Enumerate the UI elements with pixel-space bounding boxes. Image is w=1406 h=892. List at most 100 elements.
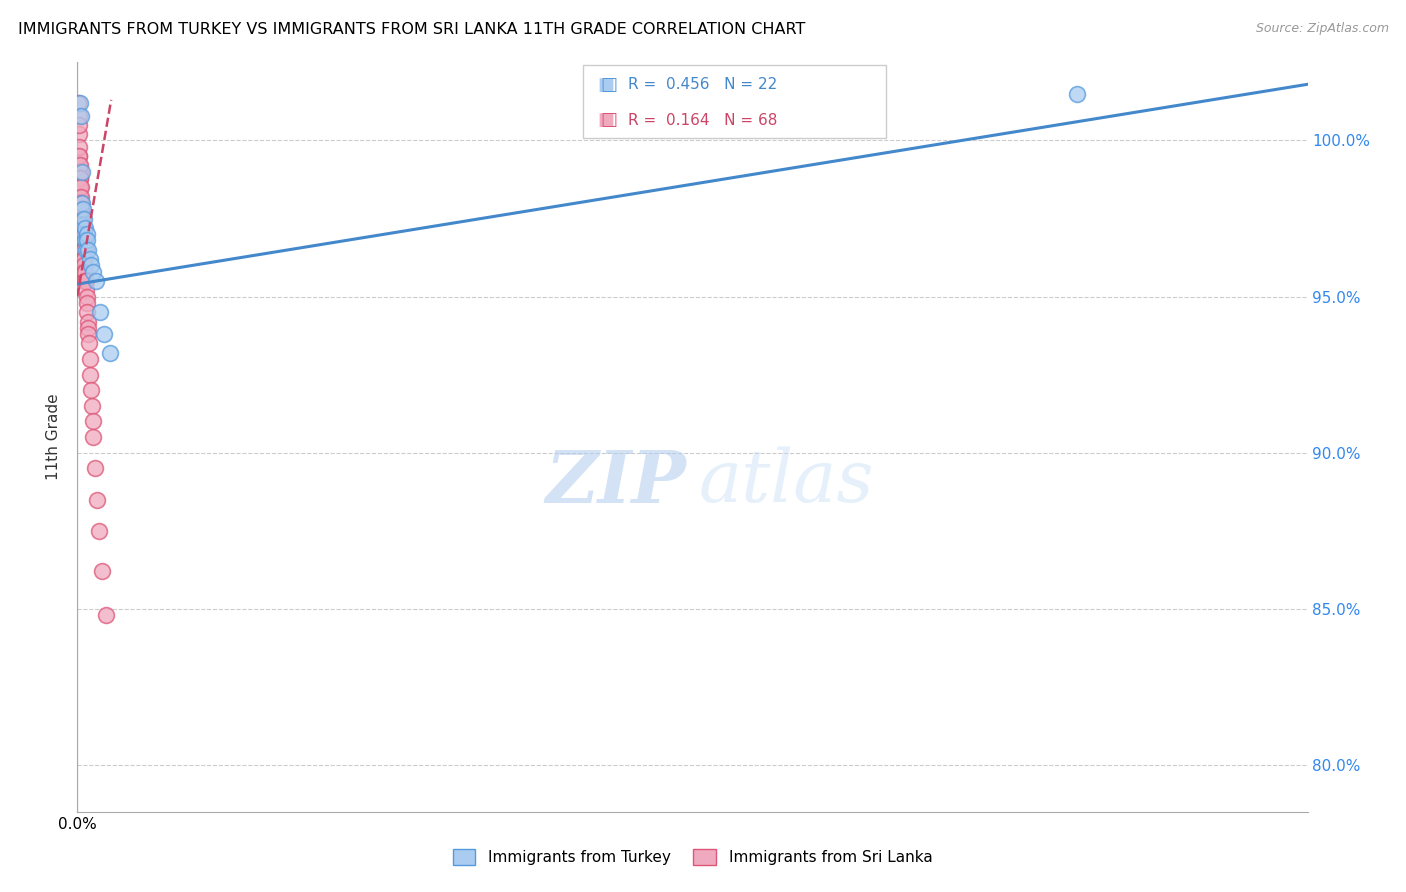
Point [67, 139, 90, 153]
Point [69, 149, 91, 163]
Text: □: □ [600, 112, 617, 129]
Point [77, 326, 100, 341]
Text: ZIP: ZIP [546, 447, 686, 517]
Point [73, 274, 96, 288]
Point [70, 211, 93, 226]
Point [73, 252, 96, 266]
Point [72, 227, 94, 241]
Text: □: □ [600, 76, 617, 94]
Point [73, 243, 96, 257]
Point [72, 233, 94, 247]
Point [70, 211, 93, 226]
Point [72, 218, 94, 232]
Point [70, 108, 93, 122]
Point [73, 264, 96, 278]
Text: ■: ■ [598, 76, 614, 94]
Point [67, 95, 90, 110]
Point [80, 383, 103, 397]
Point [67, 118, 90, 132]
Point [70, 211, 93, 226]
Point [73, 274, 96, 288]
Point [69, 195, 91, 210]
Point [67, 127, 90, 141]
Point [72, 227, 94, 241]
Point [84, 461, 107, 475]
Legend: Immigrants from Turkey, Immigrants from Sri Lanka: Immigrants from Turkey, Immigrants from … [447, 843, 938, 871]
Point [72, 252, 94, 266]
Point [79, 368, 101, 382]
Y-axis label: 11th Grade: 11th Grade [46, 393, 62, 481]
Point [70, 195, 93, 210]
Point [77, 320, 100, 334]
Point [76, 314, 98, 328]
Point [86, 492, 108, 507]
Point [67, 158, 90, 172]
Point [69, 189, 91, 203]
Point [87, 524, 110, 538]
Point [69, 158, 91, 172]
Point [82, 430, 104, 444]
Point [73, 252, 96, 266]
Point [72, 233, 94, 247]
Text: R =  0.164   N = 68: R = 0.164 N = 68 [628, 113, 778, 128]
Point [76, 289, 98, 303]
Point [69, 180, 91, 194]
Point [69, 170, 91, 185]
Point [69, 180, 91, 194]
Point [67, 149, 90, 163]
Point [76, 295, 98, 310]
Point [69, 164, 91, 178]
Point [84, 274, 107, 288]
Text: IMMIGRANTS FROM TURKEY VS IMMIGRANTS FROM SRI LANKA 11TH GRADE CORRELATION CHART: IMMIGRANTS FROM TURKEY VS IMMIGRANTS FRO… [18, 22, 806, 37]
Point [73, 211, 96, 226]
Point [82, 264, 104, 278]
Point [70, 211, 93, 226]
Point [70, 202, 93, 216]
Point [1066, 87, 1088, 101]
Text: Source: ZipAtlas.com: Source: ZipAtlas.com [1256, 22, 1389, 36]
Point [67, 108, 90, 122]
Point [70, 189, 93, 203]
Point [75, 233, 97, 247]
Point [73, 258, 96, 272]
Point [76, 305, 98, 319]
Point [79, 351, 101, 366]
Point [73, 220, 96, 235]
Point [70, 164, 93, 178]
Point [76, 227, 98, 241]
Point [70, 195, 93, 210]
Point [75, 283, 97, 297]
Point [90, 564, 114, 578]
Point [75, 274, 97, 288]
Text: atlas: atlas [699, 447, 875, 517]
Point [69, 170, 91, 185]
Point [73, 264, 96, 278]
Point [70, 220, 93, 235]
Point [82, 414, 104, 428]
Point [69, 170, 91, 185]
Point [72, 233, 94, 247]
Point [72, 202, 94, 216]
Point [70, 227, 93, 241]
Point [89, 305, 111, 319]
Point [77, 336, 100, 351]
Point [98, 345, 121, 359]
Point [70, 220, 93, 235]
Point [70, 202, 93, 216]
Point [69, 180, 91, 194]
Text: R =  0.456   N = 22: R = 0.456 N = 22 [628, 78, 778, 92]
Point [69, 95, 91, 110]
Point [72, 220, 94, 235]
Point [73, 227, 96, 241]
Point [73, 264, 96, 278]
Point [77, 243, 100, 257]
Point [75, 274, 97, 288]
Point [72, 243, 94, 257]
Point [80, 399, 103, 413]
Text: ■: ■ [598, 112, 614, 129]
Point [94, 607, 117, 622]
Point [93, 326, 115, 341]
Point [80, 258, 103, 272]
Point [75, 243, 97, 257]
Point [72, 243, 94, 257]
